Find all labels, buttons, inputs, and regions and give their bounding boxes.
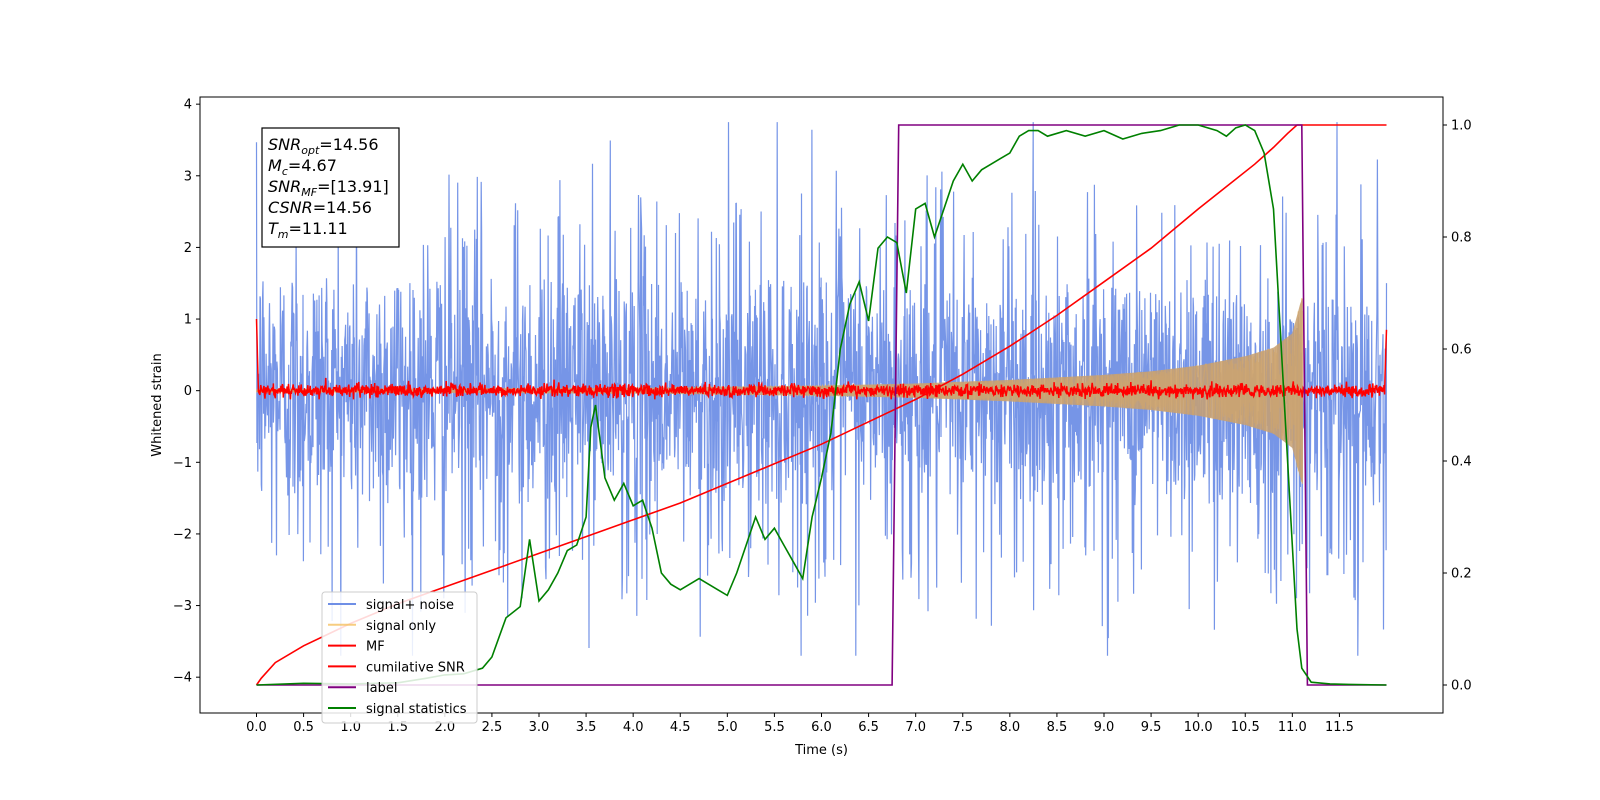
y-tick-label: −4 — [173, 671, 192, 686]
x-axis-label: Time (s) — [794, 743, 848, 758]
y-tick-label: −2 — [173, 527, 192, 542]
x-tick-label: 5.0 — [717, 720, 738, 735]
x-tick-label: 10.0 — [1184, 720, 1213, 735]
legend-label: cumilative SNR — [366, 660, 465, 675]
y-tick-label: −3 — [173, 599, 192, 614]
x-tick-label: 1.0 — [340, 720, 361, 735]
legend-label: signal+ noise — [366, 598, 454, 613]
y-tick-label: 2 — [184, 241, 192, 256]
x-tick-label: 6.0 — [811, 720, 832, 735]
y2-tick-label: 1.0 — [1451, 119, 1472, 134]
y-tick-label: 1 — [184, 313, 192, 328]
x-tick-label: 0.0 — [246, 720, 267, 735]
tick-marks-and-labels: 0.0 0.5 1.0 1.5 2.0 2.5 3.0 3.5 4.0 4.5 5.0 5.5 6.0 6… — [173, 98, 1472, 735]
legend-label: signal only — [366, 619, 436, 634]
series-signal-statistics-line — [256, 124, 1387, 686]
y2-tick-label: 0.2 — [1451, 567, 1472, 582]
y-tick-label: −1 — [173, 456, 192, 471]
annotation-line: Mc=4.67 — [268, 156, 337, 178]
x-tick-label: 2.5 — [482, 720, 503, 735]
x-tick-label: 6.5 — [858, 720, 879, 735]
x-tick-label: 8.0 — [999, 720, 1020, 735]
y-tick-label: 4 — [184, 98, 192, 113]
y2-tick-label: 0.0 — [1451, 679, 1472, 694]
x-tick-label: 1.5 — [387, 720, 408, 735]
x-tick-label: 8.5 — [1047, 720, 1068, 735]
x-tick-label: 5.5 — [764, 720, 785, 735]
y2-tick-label: 0.6 — [1451, 343, 1472, 358]
legend-label: label — [366, 681, 397, 696]
annotation-line: Tm=11.11 — [268, 219, 348, 241]
x-tick-label: 3.0 — [529, 720, 550, 735]
y-tick-label: 0 — [184, 384, 192, 399]
annotation-line: SNRMF=[13.91] — [268, 177, 389, 199]
annotation-line: SNRopt=14.56 — [268, 135, 379, 157]
x-tick-label: 7.0 — [905, 720, 926, 735]
stats-annotation-box: SNRopt=14.56Mc=4.67SNRMF=[13.91]CSNR=14.… — [261, 127, 400, 248]
y2-tick-label: 0.4 — [1451, 455, 1472, 470]
plot-area — [255, 122, 1388, 686]
x-tick-label: 4.5 — [670, 720, 691, 735]
x-tick-label: 2.0 — [434, 720, 455, 735]
axis-labels: Time (s) Whitened strain — [150, 353, 848, 758]
x-tick-label: 11.0 — [1278, 720, 1307, 735]
legend-label: MF — [366, 640, 385, 655]
x-tick-label: 10.5 — [1231, 720, 1260, 735]
x-tick-label: 11.5 — [1325, 720, 1354, 735]
legend: signal+ noise signal only MF cumilative SNR… — [321, 591, 478, 724]
legend-frame — [321, 591, 478, 724]
y-tick-label: 3 — [184, 169, 192, 184]
x-tick-label: 9.5 — [1141, 720, 1162, 735]
y2-tick-label: 0.8 — [1451, 231, 1472, 246]
annotation-frame — [261, 127, 400, 248]
x-tick-label: 7.5 — [952, 720, 973, 735]
series-label-line — [256, 124, 1387, 686]
legend-label: signal statistics — [366, 702, 467, 717]
series-mf-line — [255, 318, 1388, 400]
x-tick-label: 0.5 — [293, 720, 314, 735]
x-tick-label: 3.5 — [576, 720, 597, 735]
annotation-line: CSNR=14.56 — [268, 198, 372, 217]
y-axis-label: Whitened strain — [150, 353, 165, 456]
x-tick-label: 4.0 — [623, 720, 644, 735]
x-tick-label: 9.0 — [1094, 720, 1115, 735]
